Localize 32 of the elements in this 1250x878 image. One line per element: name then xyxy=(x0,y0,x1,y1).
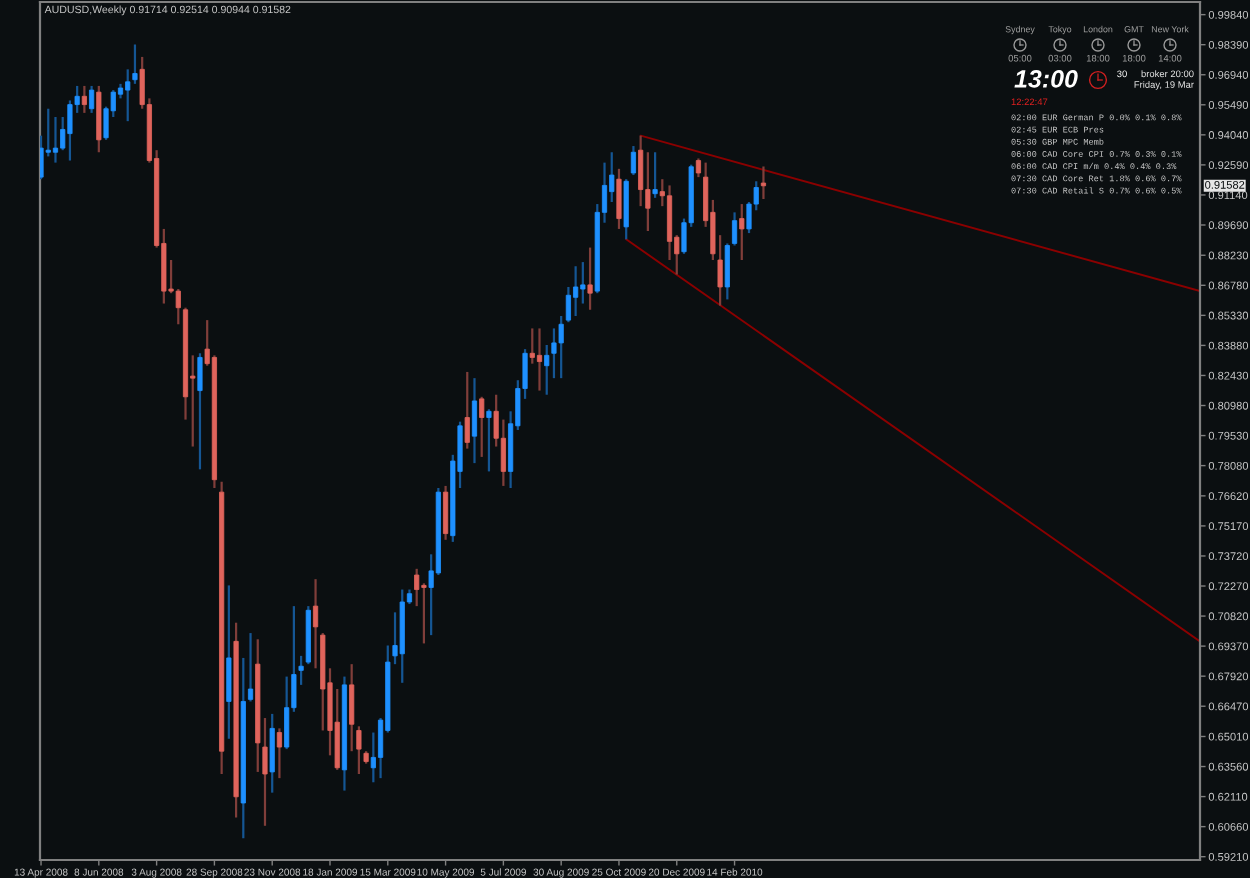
candlestick xyxy=(81,84,87,114)
candlestick xyxy=(52,115,59,164)
candlestick xyxy=(197,352,203,471)
candlestick xyxy=(616,167,622,231)
candlestick xyxy=(558,314,564,380)
candlestick xyxy=(89,84,95,114)
candlestick xyxy=(630,144,636,177)
candlestick xyxy=(638,134,644,208)
candlestick xyxy=(284,675,290,751)
candlestick xyxy=(276,727,283,780)
candlestick xyxy=(587,246,593,311)
candlestick xyxy=(565,285,571,324)
annotation: 13:00 xyxy=(1014,70,1078,88)
candlestick xyxy=(486,408,492,473)
candlestick xyxy=(500,418,506,488)
candlestick xyxy=(226,584,232,740)
candlestick xyxy=(623,178,629,241)
candlestick xyxy=(666,184,673,262)
candlestick xyxy=(573,265,579,318)
candlestick xyxy=(760,165,767,201)
candlestick xyxy=(536,327,543,392)
candlestick xyxy=(443,484,449,541)
candlestick xyxy=(247,631,254,703)
candlestick xyxy=(96,84,102,154)
candlestick xyxy=(464,370,470,450)
candlestick xyxy=(421,582,427,645)
candlestick xyxy=(471,377,478,465)
candlestick xyxy=(652,151,658,199)
candlestick xyxy=(479,395,485,459)
candlestick xyxy=(269,712,275,794)
candlestick xyxy=(349,663,355,753)
candlestick xyxy=(739,202,745,262)
